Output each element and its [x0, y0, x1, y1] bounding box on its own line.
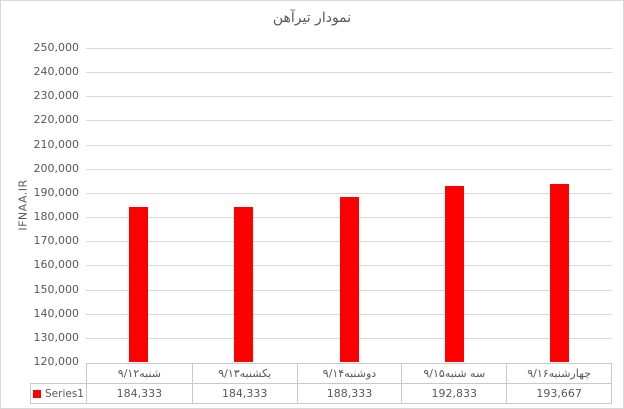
legend-label: Series1	[45, 387, 84, 400]
bar	[129, 206, 149, 362]
category-cell: چهارشنبه۹/۱۶	[506, 364, 611, 383]
bar	[549, 184, 569, 362]
gridline	[86, 120, 612, 122]
category-cell: شنبه۹/۱۲	[117, 367, 161, 380]
data-table-value-row: 184,333 184,333 188,333 192,833 193,667	[87, 384, 611, 403]
y-tick-label: 130,000	[33, 330, 80, 344]
y-tick-label: 180,000	[33, 210, 80, 224]
y-tick-label: 120,000	[33, 355, 80, 368]
y-tick-label: 150,000	[33, 282, 80, 296]
y-tick-label: 160,000	[33, 258, 80, 272]
gridline	[86, 48, 612, 49]
y-tick-label: 240,000	[33, 65, 80, 79]
gridline	[86, 144, 612, 146]
plot-area	[86, 48, 612, 362]
data-table-category-row: شنبه۹/۱۲ یکشنبه۹/۱۳ دوشنبه۹/۱۴ سه شنبه۹/۱۵ چ…	[87, 364, 611, 384]
bar	[339, 196, 359, 362]
y-tick-label: 170,000	[33, 234, 80, 248]
gridline	[86, 192, 612, 194]
y-tick-label: 230,000	[33, 89, 80, 103]
legend-color-swatch	[33, 389, 41, 398]
category-cell: سه شنبه۹/۱۵	[401, 364, 506, 383]
gridline	[86, 72, 612, 74]
value-cell: 184,333	[116, 387, 163, 400]
category-cell: دوشنبه۹/۱۴	[296, 364, 402, 383]
bar	[234, 206, 254, 362]
y-tick-label: 190,000	[33, 185, 80, 199]
bar	[444, 186, 464, 362]
category-cell: یکشنبه۹/۱۳	[191, 364, 297, 383]
chart-title: نمودار تیرآهن	[272, 10, 352, 26]
gridline	[86, 168, 612, 170]
y-tick-label: 140,000	[33, 306, 80, 320]
y-tick-label: 220,000	[33, 113, 80, 127]
value-cell: 192,833	[401, 384, 506, 403]
gridline	[86, 96, 612, 98]
value-cell: 193,667	[506, 384, 611, 403]
y-tick-label: 200,000	[33, 161, 80, 175]
y-tick-label: 210,000	[33, 137, 80, 151]
value-cell: 188,333	[296, 384, 402, 403]
legend: Series1	[30, 383, 87, 404]
value-cell: 184,333	[191, 384, 297, 403]
data-table: شنبه۹/۱۲ یکشنبه۹/۱۳ دوشنبه۹/۱۴ سه شنبه۹/۱۵ چ…	[86, 363, 612, 404]
y-tick-label: 250,000	[33, 41, 80, 54]
